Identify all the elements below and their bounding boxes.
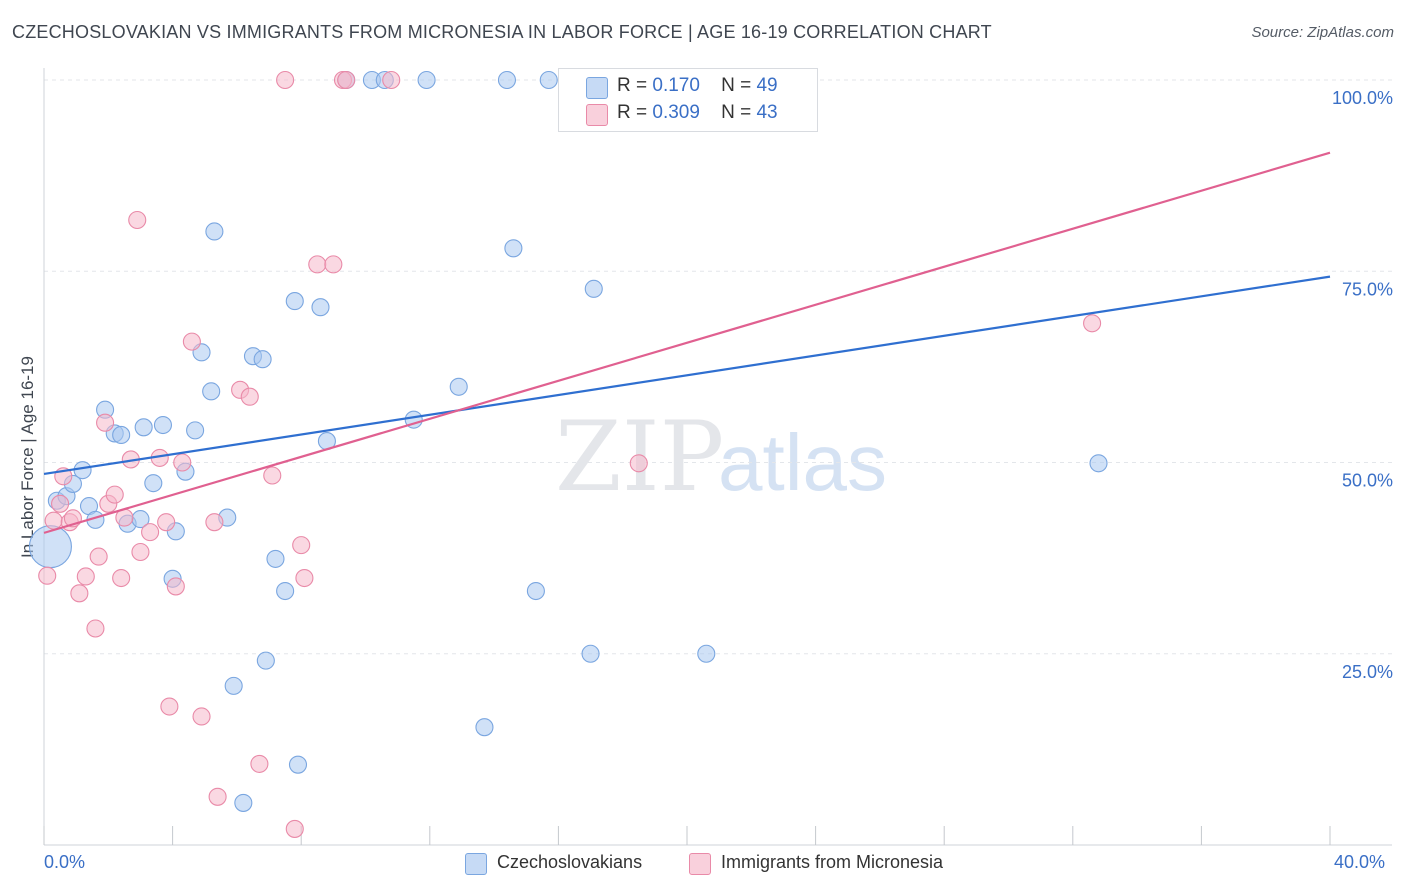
point-micronesia: [89, 547, 108, 566]
legend-swatch-blue: [465, 853, 487, 875]
x-tick-label-min: 0.0%: [44, 852, 86, 872]
point-czechoslovakians: [234, 793, 253, 812]
point-czechoslovakians: [288, 755, 308, 774]
point-micronesia: [205, 513, 224, 532]
point-micronesia: [382, 70, 401, 90]
point-czechoslovakians: [526, 581, 545, 601]
source-label: Source: ZipAtlas.com: [1251, 24, 1394, 41]
point-micronesia: [160, 697, 179, 716]
point-micronesia: [173, 453, 192, 472]
legend-swatch-blue: [586, 77, 608, 99]
point-czechoslovakians: [417, 70, 436, 90]
correlation-legend: R = 0.170 N = 49 R = 0.309 N = 43: [558, 68, 818, 132]
point-micronesia: [105, 485, 124, 504]
point-micronesia: [131, 542, 150, 562]
y-tick-label: 25.0%: [1342, 662, 1393, 682]
watermark-atlas: atlas: [718, 418, 887, 507]
point-micronesia: [285, 819, 304, 838]
point-czechoslovakians: [224, 676, 243, 695]
legend-r-label: R =: [617, 75, 648, 96]
legend-r-value: 0.170: [652, 75, 700, 96]
point-micronesia: [128, 210, 147, 230]
point-czechoslovakians: [73, 461, 92, 480]
legend-swatch-pink: [586, 104, 608, 126]
point-micronesia: [157, 513, 176, 532]
point-czechoslovakians: [581, 644, 600, 663]
point-czechoslovakians: [584, 279, 603, 298]
point-czechoslovakians: [285, 292, 304, 311]
legend-n-label: N =: [721, 102, 752, 123]
point-czechoslovakians: [186, 421, 205, 440]
point-czechoslovakians: [311, 298, 330, 317]
point-micronesia: [276, 70, 295, 90]
point-czechoslovakians: [1089, 454, 1108, 473]
point-micronesia: [76, 567, 95, 586]
point-micronesia: [44, 511, 63, 530]
legend-n-value: 43: [756, 102, 778, 123]
point-micronesia: [166, 577, 185, 596]
chart-title: CZECHOSLOVAKIAN VS IMMIGRANTS FROM MICRO…: [12, 22, 992, 42]
point-czechoslovakians: [449, 377, 468, 396]
point-micronesia: [38, 566, 57, 585]
point-czechoslovakians: [276, 581, 295, 601]
point-micronesia: [263, 466, 282, 485]
y-tick-label: 75.0%: [1342, 279, 1393, 299]
point-micronesia: [112, 568, 131, 588]
point-micronesia: [295, 568, 314, 588]
point-micronesia: [324, 255, 343, 274]
point-micronesia: [141, 523, 160, 542]
point-czechoslovakians: [266, 549, 285, 568]
point-micronesia: [629, 454, 648, 473]
point-czechoslovakians: [497, 70, 517, 90]
point-czechoslovakians: [539, 70, 558, 90]
point-micronesia: [292, 536, 311, 555]
point-micronesia: [250, 754, 269, 773]
point-micronesia: [208, 787, 227, 806]
trendline-micronesia: [43, 151, 1331, 534]
legend-swatch-pink: [689, 853, 711, 875]
point-czechoslovakians: [697, 644, 716, 663]
point-czechoslovakians: [144, 474, 163, 493]
point-czechoslovakians: [153, 415, 173, 435]
point-micronesia: [51, 494, 70, 513]
point-czechoslovakians: [504, 239, 523, 258]
legend-r-value: 0.309: [652, 102, 700, 123]
point-czechoslovakians: [256, 651, 275, 670]
bottom-legend-label: Czechoslovakians: [497, 852, 643, 872]
point-micronesia: [86, 619, 105, 638]
point-czechoslovakians: [475, 718, 494, 737]
point-czechoslovakians: [202, 382, 221, 401]
y-tick-label: 50.0%: [1342, 471, 1393, 491]
point-czechoslovakians: [112, 425, 131, 445]
point-micronesia: [96, 413, 115, 432]
point-micronesia: [192, 707, 211, 726]
point-micronesia: [70, 584, 89, 603]
point-czechoslovakians: [134, 418, 153, 437]
legend-r-label: R =: [617, 102, 648, 123]
point-micronesia: [240, 387, 259, 406]
point-micronesia: [337, 70, 356, 90]
legend-n-value: 49: [756, 75, 778, 96]
point-micronesia: [308, 255, 327, 274]
point-czechoslovakians: [205, 222, 224, 241]
bottom-legend-label: Immigrants from Micronesia: [721, 852, 944, 872]
trendline-czechoslovakians: [43, 275, 1331, 476]
x-tick-label-max: 40.0%: [1334, 852, 1386, 872]
point-micronesia: [1083, 314, 1102, 333]
point-czechoslovakians: [253, 350, 272, 369]
y-tick-label: 100.0%: [1332, 88, 1393, 108]
point-micronesia: [182, 332, 201, 351]
legend-n-label: N =: [721, 75, 752, 96]
